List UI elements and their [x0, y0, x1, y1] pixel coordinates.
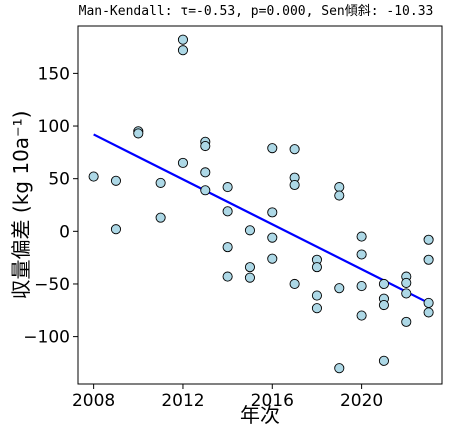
- data-point: [356, 281, 367, 292]
- data-point: [200, 140, 211, 152]
- plot-area: [77, 25, 443, 385]
- data-point: [356, 231, 367, 242]
- data-point: [356, 249, 367, 260]
- y-tick-label: −50: [34, 275, 70, 295]
- data-point: [311, 262, 322, 273]
- data-point: [177, 157, 189, 168]
- y-axis: −100 −50 0 50 100 150: [23, 64, 78, 348]
- y-tick-label: 150: [38, 64, 70, 84]
- data-point: [200, 167, 211, 178]
- x-tick-label: 2008: [72, 391, 115, 411]
- data-point: [110, 224, 122, 235]
- chart-title: Man-Kendall: τ=-0.53, p=0.000, Sen傾斜: -1…: [79, 4, 434, 19]
- data-point: [401, 288, 412, 299]
- data-point: [378, 299, 389, 311]
- data-point: [267, 143, 278, 154]
- data-point: [155, 212, 166, 223]
- data-point: [334, 190, 345, 201]
- data-point: [401, 277, 412, 288]
- data-point: [222, 271, 233, 282]
- data-point: [267, 253, 278, 264]
- data-point: [155, 177, 166, 188]
- x-tick-label: 2016: [251, 391, 294, 411]
- y-tick-label: 100: [38, 117, 70, 137]
- data-point: [356, 310, 367, 321]
- data-point: [423, 307, 434, 318]
- data-point: [423, 254, 434, 265]
- y-tick-label: 50: [48, 170, 70, 190]
- data-point: [401, 316, 412, 327]
- x-axis-label: 年次: [240, 403, 280, 427]
- data-point: [222, 242, 233, 253]
- trend-line: [93, 133, 430, 304]
- data-point: [289, 278, 300, 290]
- data-point: [423, 234, 434, 245]
- y-tick-label: 0: [59, 222, 70, 242]
- data-point: [133, 128, 144, 139]
- data-point: [334, 363, 345, 374]
- data-point: [289, 144, 300, 155]
- data-point: [311, 303, 322, 314]
- data-point: [200, 185, 211, 196]
- data-point: [378, 355, 389, 366]
- data-point: [267, 207, 278, 218]
- x-tick-label: 2012: [161, 391, 204, 411]
- data-point: [244, 272, 256, 283]
- data-point: [177, 45, 189, 56]
- data-point: [334, 283, 345, 294]
- data-point: [334, 182, 345, 193]
- data-points: [88, 34, 434, 374]
- data-point: [88, 171, 99, 182]
- x-tick-label: 2020: [340, 391, 383, 411]
- data-point: [244, 225, 256, 236]
- data-point: [311, 290, 322, 301]
- data-point: [222, 206, 233, 217]
- data-point: [110, 175, 122, 186]
- x-axis: 2008 2012 2016 2020: [72, 384, 383, 411]
- data-point: [177, 34, 189, 45]
- data-point: [289, 179, 300, 191]
- data-point: [378, 278, 389, 290]
- data-point: [222, 182, 233, 193]
- data-point: [423, 297, 434, 308]
- y-tick-label: −100: [23, 328, 70, 348]
- y-axis-label: 収量偏差 (kg 10a⁻¹): [9, 111, 33, 300]
- data-point: [267, 232, 278, 243]
- data-point: [244, 262, 256, 273]
